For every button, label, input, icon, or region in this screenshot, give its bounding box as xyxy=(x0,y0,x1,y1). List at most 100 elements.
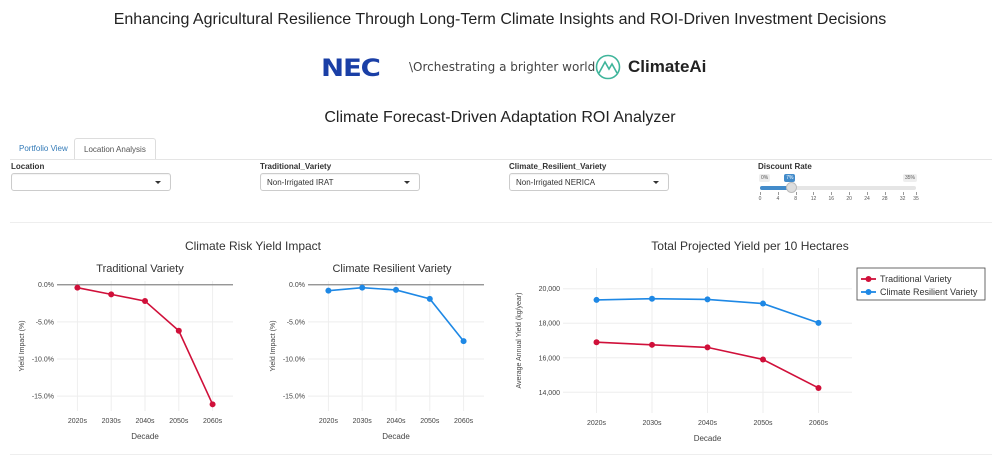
x-tick-label: 2030s xyxy=(102,418,122,425)
y-tick-label: 16,000 xyxy=(539,355,561,362)
slider-tick xyxy=(866,192,868,195)
climateai-mountain-icon xyxy=(595,54,621,80)
risk-section-title: Climate Risk Yield Impact xyxy=(184,239,322,253)
y-tick-label: 0.0% xyxy=(38,282,54,289)
legend-marker xyxy=(865,276,872,282)
caret-down-icon xyxy=(404,181,410,184)
page-title: Enhancing Agricultural Resilience Throug… xyxy=(113,11,887,28)
resilient-variety-select[interactable]: Non-Irrigated NERICA xyxy=(509,173,669,191)
data-point xyxy=(325,287,332,294)
data-point xyxy=(759,356,766,363)
data-point xyxy=(649,341,656,348)
y-tick-label: 0.0% xyxy=(289,282,305,289)
y-tick-label: -10.0% xyxy=(32,357,54,364)
y-tick-label: -5.0% xyxy=(36,319,54,326)
x-axis-title: Decade xyxy=(694,434,722,443)
data-point xyxy=(175,327,182,334)
x-tick-label: 2020s xyxy=(587,420,607,427)
y-tick-label: 14,000 xyxy=(539,390,561,397)
nec-tagline: \Orchestrating a brighter world xyxy=(409,60,596,74)
x-tick-label: 2050s xyxy=(169,418,189,425)
data-point xyxy=(649,295,656,302)
discount-rate-label: Discount Rate xyxy=(758,162,812,171)
slider-tick xyxy=(831,192,833,195)
data-point xyxy=(209,401,216,408)
x-tick-label: 2040s xyxy=(135,418,155,425)
slider-tick-label: 8 xyxy=(794,196,798,202)
data-point xyxy=(393,286,399,293)
slider-tick-label: 24 xyxy=(864,196,870,202)
data-point xyxy=(108,291,115,298)
slider-tick xyxy=(813,192,815,195)
x-axis-title: Decade xyxy=(382,432,410,441)
data-point xyxy=(759,300,766,307)
x-tick-label: 2020s xyxy=(68,418,88,425)
data-point xyxy=(704,344,711,351)
slider-tick xyxy=(777,192,779,195)
y-tick-label: 18,000 xyxy=(539,321,561,328)
data-point xyxy=(460,338,467,345)
chart-title-resilient: Climate Resilient Variety xyxy=(332,263,452,275)
slider-tick-label: 32 xyxy=(899,196,906,202)
x-tick-label: 2030s xyxy=(353,418,373,425)
slider-max-label: 35% xyxy=(903,174,918,182)
resilient-variety-value: Non-Irrigated NERICA xyxy=(516,178,596,187)
legend-marker xyxy=(865,289,872,295)
legend-label: Climate Resilient Variety xyxy=(880,287,978,297)
x-tick-label: 2050s xyxy=(420,418,440,425)
x-tick-label: 2060s xyxy=(454,418,474,425)
y-tick-label: -15.0% xyxy=(32,394,54,401)
slider-tick-label: 35 xyxy=(913,196,919,202)
caret-down-icon xyxy=(155,181,161,184)
y-tick-label: -10.0% xyxy=(283,357,305,364)
slider-tick-label: 16 xyxy=(828,196,835,202)
slider-tick-label: 0 xyxy=(758,196,762,202)
x-tick-label: 2060s xyxy=(809,420,829,427)
slider-tick-label: 12 xyxy=(810,196,817,202)
legend-label: Traditional Variety xyxy=(880,274,952,284)
slider-ticks: 0 4 8 12 16 20 24 28 32 35 xyxy=(759,192,919,206)
data-point xyxy=(593,296,600,303)
slider-tick xyxy=(902,192,904,195)
data-point xyxy=(426,295,433,302)
traditional-variety-value: Non-Irrigated IRAT xyxy=(267,178,334,187)
x-tick-label: 2030s xyxy=(642,420,662,427)
climateai-logo-text: ClimateAi xyxy=(628,57,707,76)
data-point xyxy=(593,339,600,346)
data-point xyxy=(359,284,366,291)
tab-portfolio-view[interactable]: Portfolio View xyxy=(19,144,68,153)
resilient-variety-label: Climate_Resilient_Variety xyxy=(509,162,607,171)
discount-slider-fill xyxy=(760,186,792,190)
chart-title-traditional: Traditional Variety xyxy=(96,263,184,275)
discount-slider-handle[interactable] xyxy=(785,182,797,193)
tab-divider xyxy=(10,159,992,160)
tab-location-analysis[interactable]: Location Analysis xyxy=(74,138,156,160)
x-tick-label: 2040s xyxy=(386,418,406,425)
slider-tick xyxy=(916,192,917,195)
slider-min-label: 0% xyxy=(759,174,771,182)
slider-tick xyxy=(884,192,886,195)
y-tick-label: -15.0% xyxy=(283,394,305,401)
slider-tick-label: 4 xyxy=(776,196,780,202)
location-select[interactable] xyxy=(11,173,171,191)
discount-slider-track[interactable] xyxy=(760,186,916,190)
y-axis-title: Yield Impact (%) xyxy=(270,320,277,371)
divider xyxy=(10,454,992,455)
location-label: Location xyxy=(11,162,45,171)
caret-down-icon xyxy=(653,181,659,184)
divider xyxy=(10,222,992,223)
x-tick-label: 2050s xyxy=(753,420,773,427)
slider-tick-label: 28 xyxy=(882,196,888,202)
data-point xyxy=(815,319,822,326)
slider-tick xyxy=(760,192,761,195)
data-point xyxy=(704,296,711,303)
x-tick-label: 2020s xyxy=(319,418,339,425)
traditional-variety-select[interactable]: Non-Irrigated IRAT xyxy=(260,173,420,191)
slider-value-label: 7% xyxy=(784,174,796,182)
app-subtitle: Climate Forecast-Driven Adaptation ROI A… xyxy=(324,109,676,126)
x-axis-title: Decade xyxy=(131,432,159,441)
y-tick-label: 20,000 xyxy=(539,286,561,293)
y-tick-label: -5.0% xyxy=(287,319,305,326)
slider-tick xyxy=(849,192,851,195)
